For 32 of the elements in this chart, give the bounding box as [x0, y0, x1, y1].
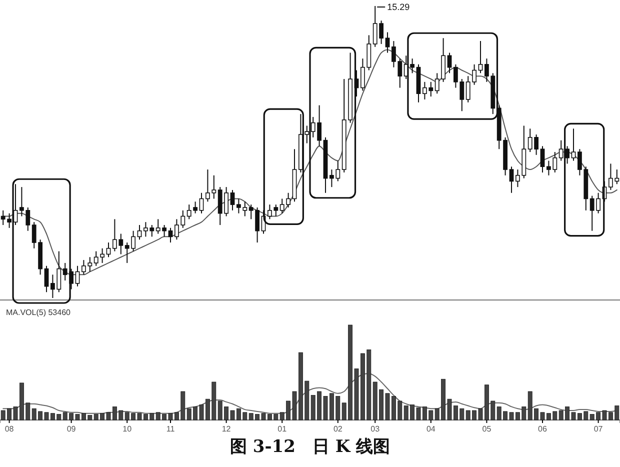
- x-tick-label: 11: [166, 424, 176, 434]
- x-tick-label: 04: [426, 424, 436, 434]
- x-tick-label: 05: [482, 424, 492, 434]
- candlestick: [509, 166, 514, 194]
- candlestick: [44, 265, 49, 293]
- x-tick-label: 09: [66, 424, 76, 434]
- candlestick: [447, 52, 452, 74]
- x-tick-label: 08: [4, 424, 14, 434]
- x-tick-label: 07: [594, 424, 604, 434]
- x-tick-label: 06: [538, 424, 548, 434]
- candlestick: [304, 125, 310, 144]
- candlestick: [199, 192, 204, 214]
- x-tick-label: 03: [370, 424, 380, 434]
- x-tick-label: 01: [278, 424, 288, 434]
- candlestick: [230, 189, 235, 211]
- candlestick: [137, 224, 142, 240]
- text: MA.VOL(5) 53460: [6, 308, 72, 317]
- candlestick: [75, 265, 80, 287]
- candlestick: [540, 146, 545, 173]
- candlestick: [558, 140, 564, 162]
- x-tick-label: 12: [222, 424, 232, 434]
- candlestick: [385, 32, 390, 54]
- candlestick: [478, 40, 483, 74]
- candlestick: [168, 227, 173, 244]
- candlestick: [106, 242, 111, 258]
- x-tick-label: 02: [333, 424, 343, 434]
- candlestick: [565, 146, 570, 164]
- x-tick-label: 10: [122, 424, 132, 434]
- candlestick: [571, 128, 576, 162]
- candlestick: [410, 58, 414, 74]
- text: 图 3-12 日 K 线图: [230, 437, 390, 457]
- annotation: 15.29: [387, 2, 410, 12]
